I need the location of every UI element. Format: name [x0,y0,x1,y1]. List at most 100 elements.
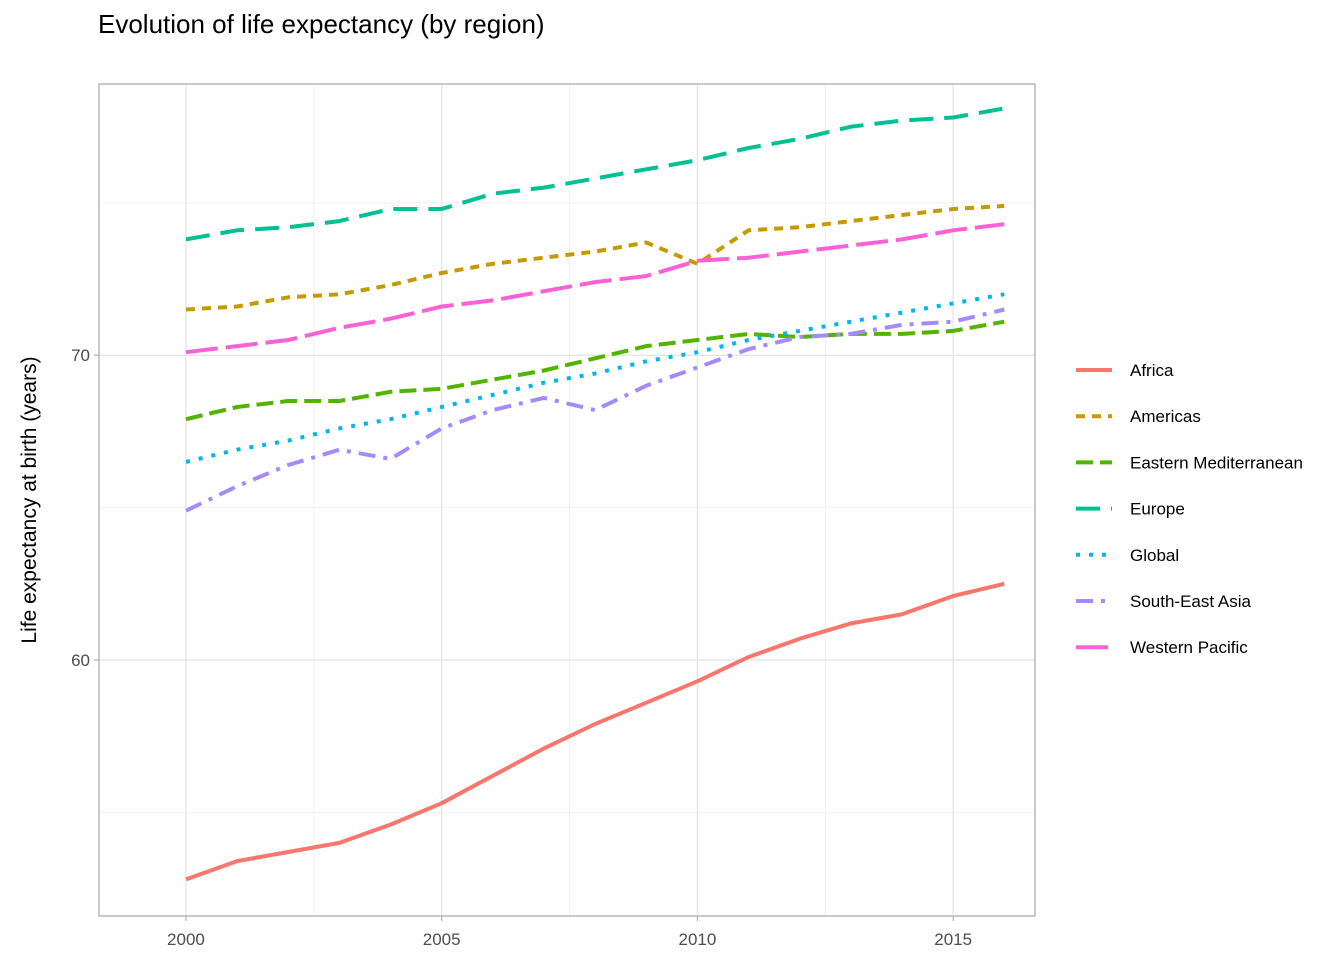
legend-item-eastern-mediterranean: Eastern Mediterranean [1076,453,1303,472]
data-point-africa [695,679,699,683]
data-point-western-pacific [747,256,751,260]
x-tick-label: 2000 [167,930,205,949]
data-point-global [440,405,444,409]
data-point-global [798,329,802,333]
data-point-south-east-asia [644,384,648,388]
data-point-americas [1002,204,1006,208]
data-point-africa [491,774,495,778]
chart-title: Evolution of life expectancy (by region) [98,9,545,39]
data-point-global [1002,292,1006,296]
data-point-eastern-mediterranean [1002,320,1006,324]
data-point-global [900,311,904,315]
data-point-western-pacific [184,350,188,354]
data-point-south-east-asia [491,408,495,412]
data-point-africa [798,637,802,641]
legend: Africa Americas Eastern Mediterranean Europ… [1076,361,1303,657]
data-point-western-pacific [389,317,393,321]
data-point-americas [644,240,648,244]
data-point-americas [491,262,495,266]
data-point-south-east-asia [286,463,290,467]
series-lines [184,106,1006,882]
data-point-europe [286,225,290,229]
data-point-western-pacific [337,326,341,330]
y-tick-label: 60 [71,651,90,670]
data-point-western-pacific [440,304,444,308]
data-point-europe [747,146,751,150]
data-point-global [337,426,341,430]
data-point-global [184,460,188,464]
legend-label: South-East Asia [1130,592,1252,611]
data-point-global [593,372,597,376]
data-point-western-pacific [695,259,699,263]
data-point-europe [184,237,188,241]
data-point-south-east-asia [1002,308,1006,312]
data-point-europe [389,207,393,211]
data-point-eastern-mediterranean [900,332,904,336]
data-point-africa [542,746,546,750]
data-point-south-east-asia [184,509,188,513]
legend-label: Europe [1130,500,1185,519]
x-tick-label: 2010 [679,930,717,949]
data-point-south-east-asia [900,323,904,327]
data-point-south-east-asia [798,335,802,339]
data-point-americas [184,308,188,312]
data-point-south-east-asia [440,426,444,430]
data-point-eastern-mediterranean [389,390,393,394]
data-point-africa [593,722,597,726]
data-point-western-pacific [491,298,495,302]
data-point-south-east-asia [389,457,393,461]
data-point-europe [1002,106,1006,110]
data-point-americas [900,213,904,217]
series-line-africa [185,581,1005,882]
plot-panel-border [98,83,1036,917]
data-point-africa [951,594,955,598]
series-line-eastern-mediterranean [185,319,1005,422]
data-point-western-pacific [644,274,648,278]
data-point-western-pacific [1002,222,1006,226]
data-point-western-pacific [798,250,802,254]
data-point-europe [900,119,904,123]
legend-label: Africa [1130,361,1174,380]
data-point-western-pacific [951,228,955,232]
data-point-global [695,350,699,354]
data-point-africa [849,621,853,625]
legend-label: Global [1130,546,1179,565]
data-point-africa [235,859,239,863]
data-point-africa [644,701,648,705]
data-point-eastern-mediterranean [440,387,444,391]
x-tick-label: 2015 [934,930,972,949]
data-point-western-pacific [286,338,290,342]
legend-item-global: Global [1076,546,1179,565]
series-line-global [185,292,1005,464]
data-point-global [644,359,648,363]
data-point-eastern-mediterranean [491,378,495,382]
series-line-americas [185,203,1005,312]
data-point-eastern-mediterranean [747,332,751,336]
data-point-western-pacific [542,289,546,293]
y-axis-label: Life expectancy at birth (years) [18,356,41,643]
data-point-europe [440,207,444,211]
data-point-eastern-mediterranean [184,417,188,421]
grid [99,84,1035,916]
data-point-eastern-mediterranean [235,405,239,409]
data-point-africa [337,841,341,845]
data-point-europe [695,158,699,162]
data-point-europe [235,228,239,232]
data-point-americas [542,256,546,260]
data-point-global [235,448,239,452]
data-point-south-east-asia [337,448,341,452]
legend-item-americas: Americas [1076,407,1201,426]
y-tick-label: 70 [71,346,90,365]
series-line-western-pacific [185,222,1005,355]
data-point-americas [440,271,444,275]
data-point-global [491,393,495,397]
legend-item-africa: Africa [1076,361,1174,380]
data-point-europe [644,167,648,171]
data-point-eastern-mediterranean [644,344,648,348]
data-point-americas [849,219,853,223]
data-point-africa [747,655,751,659]
data-point-western-pacific [900,237,904,241]
legend-label: Americas [1130,407,1201,426]
data-point-south-east-asia [235,484,239,488]
